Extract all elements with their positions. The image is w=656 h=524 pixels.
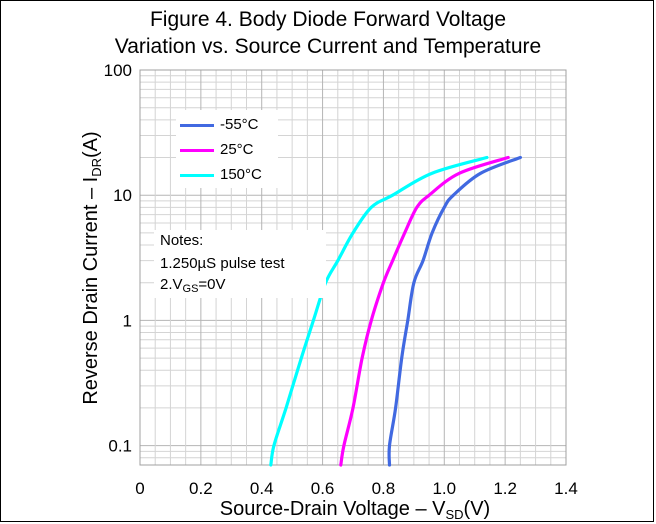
notes-line-2-tail: =0V	[198, 276, 226, 293]
legend-swatch-25c	[180, 149, 214, 152]
series-line-2	[269, 155, 489, 467]
legend-label-150c: 150°C	[220, 166, 262, 183]
chart-title-line-1: Figure 4. Body Diode Forward Voltage	[149, 8, 507, 31]
plot-border	[139, 69, 567, 466]
notes-line-2-sub: GS	[182, 283, 199, 295]
y-axis-label-main: Reverse Drain Current – I	[80, 176, 102, 405]
series-line-0	[387, 155, 522, 467]
x-tick-label: 0.2	[189, 479, 213, 498]
x-axis-label-main: Source-Drain Voltage – V	[219, 498, 446, 520]
notes-line-2-main: 2.V	[160, 276, 183, 293]
x-tick-label: 1.4	[554, 479, 578, 498]
notes-box: Notes: 1.250µS pulse test 2.VGS=0V	[154, 230, 326, 298]
legend: -55°C 25°C 150°C	[176, 110, 278, 188]
legend-label-minus55c: -55°C	[220, 116, 259, 133]
x-tick-label: 0.6	[311, 479, 335, 498]
x-axis-label-tail: (V)	[463, 498, 491, 520]
x-tick-label: 1.2	[493, 479, 517, 498]
y-axis-label-sub: DR	[89, 158, 104, 177]
y-axis-label: Reverse Drain Current – IDR(A)	[80, 131, 104, 404]
y-tick-label: 1	[123, 311, 132, 330]
legend-item-150c: 150°C	[176, 164, 278, 186]
series-line-1	[339, 155, 510, 467]
legend-label-25c: 25°C	[220, 141, 254, 158]
legend-item-25c: 25°C	[176, 139, 278, 161]
x-axis-label: Source-Drain Voltage – VSD(V)	[220, 498, 490, 522]
y-tick-label: 10	[113, 186, 132, 205]
x-tick-label: 0.8	[372, 479, 396, 498]
x-tick-label: 0	[135, 479, 144, 498]
notes-heading: Notes:	[160, 232, 204, 249]
legend-item-minus55c: -55°C	[176, 114, 278, 136]
chart-title-line-2: Variation vs. Source Current and Tempera…	[114, 35, 542, 58]
x-axis-label-sub: SD	[445, 507, 464, 522]
y-tick-label: 0.1	[108, 437, 132, 456]
notes-line-1: 1.250µS pulse test	[160, 255, 285, 272]
y-tick-label: 100	[104, 61, 132, 80]
x-tick-label: 1.0	[432, 479, 456, 498]
x-tick-label: 0.4	[250, 479, 274, 498]
legend-swatch-minus55c	[180, 124, 214, 127]
legend-swatch-150c	[180, 174, 214, 177]
notes-line-2: 2.VGS=0V	[160, 276, 226, 298]
y-axis-label-tail: (A)	[80, 131, 102, 159]
